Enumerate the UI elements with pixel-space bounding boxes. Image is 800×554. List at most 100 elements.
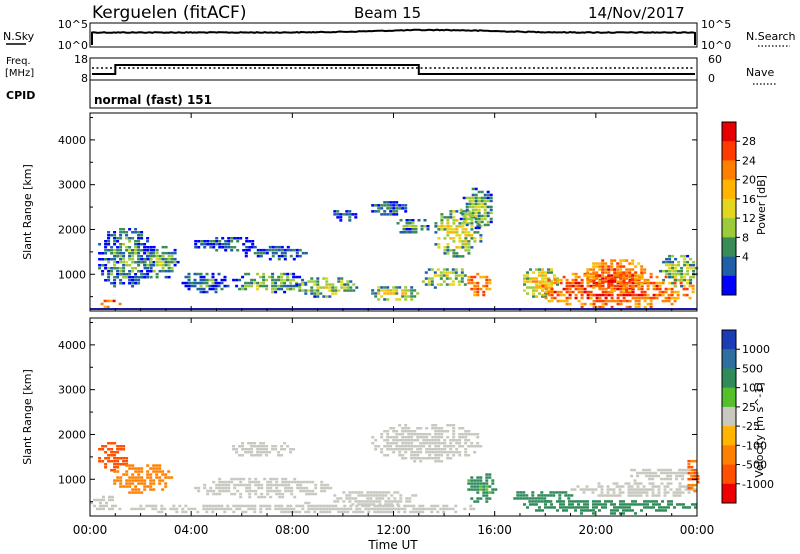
nave-tick-bottom: 0 xyxy=(708,72,715,85)
velocity-colorbar-swatch-2 xyxy=(722,368,736,388)
nsky-trace xyxy=(91,28,696,45)
cpid-program: normal (fast) 151 xyxy=(94,93,212,107)
power-colorbar-swatch-4 xyxy=(722,198,736,219)
velocity-colorbar-tick-1: 500 xyxy=(742,362,763,375)
velocity-region-0 xyxy=(98,442,129,472)
power-region-6 xyxy=(244,245,308,261)
freq-trace xyxy=(92,64,695,75)
velocity-colorbar-tick-7: -1000 xyxy=(742,478,774,491)
power-colorbar-tick-2: 20 xyxy=(742,174,756,187)
power-region-14 xyxy=(459,187,493,230)
velocity-region-13 xyxy=(687,459,700,493)
date-label: 14/Nov/2017 xyxy=(588,4,685,22)
time-tick-label-4: 16:00 xyxy=(477,523,512,537)
cpid-frame xyxy=(89,79,698,109)
power-colorbar-swatch-2 xyxy=(722,160,736,180)
power-region-2 xyxy=(143,245,180,279)
velocity-heatmap-cells xyxy=(90,424,700,515)
power-region-12 xyxy=(421,268,467,289)
nsearch-tick-top: 10^5 xyxy=(701,18,731,31)
freq-label: Freq. xyxy=(6,56,31,67)
power-region-5 xyxy=(232,272,308,294)
power-colorbar-tick-1: 24 xyxy=(742,154,756,167)
power-ytick-label-1: 2000 xyxy=(58,223,86,236)
power-colorbar-swatch-8 xyxy=(722,275,736,296)
velocity-region-6 xyxy=(333,491,418,506)
power-region-17 xyxy=(535,272,695,309)
power-colorbar-swatch-0 xyxy=(722,122,736,142)
velocity-colorbar-tick-6: -500 xyxy=(742,459,767,472)
velocity-ytick-label-1: 2000 xyxy=(58,428,86,441)
velocity-colorbar-swatch-1 xyxy=(722,349,736,369)
velocity-colorbar-tick-4: -25 xyxy=(742,420,760,433)
velocity-ytick-label-3: 4000 xyxy=(58,339,86,352)
power-region-0 xyxy=(100,299,122,309)
power-colorbar-tick-4: 12 xyxy=(742,212,756,225)
velocity-colorbar-swatch-5 xyxy=(722,426,736,446)
nsearch-label: N.Search xyxy=(746,30,796,43)
time-axis-label: Time UT xyxy=(367,538,418,552)
freq-tick-top: 18 xyxy=(74,53,88,66)
freq-unit: [MHz] xyxy=(5,68,34,79)
power-colorbar-label: Power [dB] xyxy=(755,175,768,235)
velocity-region-3 xyxy=(118,501,476,514)
velocity-colorbar-swatch-7 xyxy=(722,464,736,485)
power-region-18 xyxy=(583,259,647,292)
power-colorbar-swatch-6 xyxy=(722,237,736,257)
velocity-ytick-label-0: 1000 xyxy=(58,473,86,486)
power-colorbar-swatch-5 xyxy=(722,218,736,238)
power-colorbar-swatch-7 xyxy=(722,256,736,277)
velocity-region-7 xyxy=(371,424,483,463)
time-axis: 00:00 04:00 08:00 12:00 16:00 20:00 00:00 xyxy=(73,113,714,537)
velocity-colorbar-tick-3: 25 xyxy=(742,401,756,414)
time-tick-label-3: 12:00 xyxy=(376,523,411,537)
cpid-label: CPID xyxy=(6,89,35,102)
power-colorbar-swatch-3 xyxy=(722,179,736,200)
velocity-colorbar: 1000 500 100 25 -25 -100 -500 -1000 xyxy=(721,329,774,504)
time-tick-label-2: 08:00 xyxy=(275,523,310,537)
power-region-10 xyxy=(396,219,430,234)
nave-label: Nave xyxy=(746,66,774,79)
power-colorbar-tick-6: 4 xyxy=(742,251,749,264)
velocity-ylabel: Slant Range [km] xyxy=(21,369,34,465)
power-colorbar-tick-3: 16 xyxy=(742,193,756,206)
power-region-1 xyxy=(98,228,156,288)
nsky-label: N.Sky xyxy=(3,30,35,43)
nave-tick-top: 60 xyxy=(708,53,722,66)
nsky-frame xyxy=(89,22,698,48)
velocity-colorbar-tick-2: 100 xyxy=(742,382,763,395)
power-region-7 xyxy=(295,277,359,298)
nsky-tick-top: 10^5 xyxy=(58,18,88,31)
power-region-8 xyxy=(333,210,358,222)
power-region-16 xyxy=(523,268,559,298)
power-colorbar-swatch-1 xyxy=(722,141,736,161)
velocity-colorbar-swatch-4 xyxy=(722,406,736,427)
velocity-region-2 xyxy=(90,495,117,511)
velocity-colorbar-swatch-3 xyxy=(722,387,736,408)
velocity-colorbar-swatch-6 xyxy=(722,445,736,465)
power-region-13 xyxy=(434,210,483,258)
velocity-region-8 xyxy=(467,473,498,503)
time-tick-label-1: 04:00 xyxy=(174,523,209,537)
freq-frame xyxy=(89,57,698,81)
velocity-colorbar-label: Velocity [m s^-1] xyxy=(753,382,766,477)
time-tick-label-5: 20:00 xyxy=(579,523,614,537)
velocity-panel-frame xyxy=(89,317,698,517)
power-region-11 xyxy=(371,286,420,301)
power-region-4 xyxy=(194,237,255,252)
time-tick-label-0: 00:00 xyxy=(73,523,108,537)
nsky-tick-bottom: 10^0 xyxy=(58,39,88,52)
velocity-region-11 xyxy=(570,479,697,497)
power-heatmap-cells xyxy=(98,187,699,309)
velocity-y-axis: 1000 2000 3000 4000 xyxy=(58,321,697,503)
velocity-colorbar-tick-0: 1000 xyxy=(742,343,770,356)
velocity-ytick-label-2: 3000 xyxy=(58,384,86,397)
beam-label: Beam 15 xyxy=(354,4,421,22)
velocity-region-5 xyxy=(232,442,296,457)
velocity-region-12 xyxy=(630,468,700,481)
nsearch-tick-bottom: 10^0 xyxy=(701,39,731,52)
power-region-3 xyxy=(181,272,230,294)
velocity-colorbar-tick-5: -100 xyxy=(742,439,767,452)
power-y-axis: 1000 2000 3000 4000 xyxy=(58,116,697,298)
